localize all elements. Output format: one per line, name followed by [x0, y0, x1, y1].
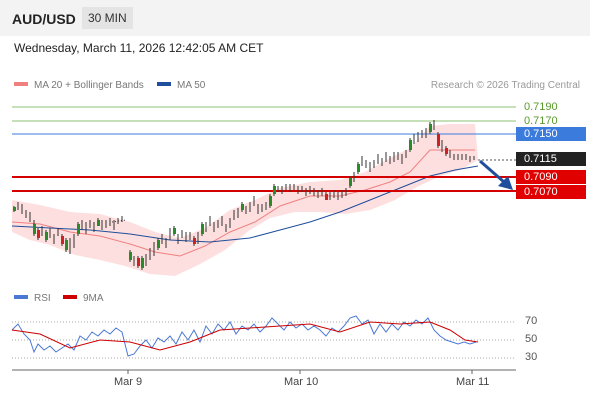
- price-level-0: 0.7190: [524, 101, 558, 113]
- legend-bollinger-label: MA 20 + Bollinger Bands: [34, 80, 144, 91]
- rsi-label-70: 70: [525, 315, 538, 327]
- bollinger-band: [12, 124, 478, 276]
- rsi-line: [11, 315, 477, 357]
- forecast-arrowhead-icon: [498, 176, 513, 190]
- x-label-mar9: Mar 9: [114, 376, 143, 388]
- rsi-ma-line: [11, 321, 479, 351]
- rsi-swatch-icon: [14, 295, 28, 300]
- symbol-title: AUD/USD: [12, 11, 76, 27]
- price-level-5: 0.7070: [516, 185, 586, 199]
- legend-ma50-label: MA 50: [177, 80, 206, 91]
- legend-bollinger: MA 20 + Bollinger Bands: [14, 80, 144, 91]
- rsi-label-50: 50: [525, 333, 538, 345]
- bollinger-swatch-icon: [14, 82, 28, 87]
- price-level-current: 0.7115: [516, 152, 586, 166]
- ma20-line: [11, 149, 475, 257]
- x-label-mar10: Mar 10: [284, 376, 319, 388]
- copyright: Research © 2026 Trading Central: [430, 80, 580, 91]
- rsi-label-30: 30: [525, 351, 538, 363]
- price-level-1: 0.7170: [524, 115, 558, 127]
- legend-rsi-label: RSI: [34, 293, 51, 304]
- candle-bodies: [13, 124, 448, 268]
- timeframe-badge[interactable]: 30 MIN: [82, 7, 133, 29]
- x-label-mar11: Mar 11: [456, 376, 490, 388]
- legend-rsi-ma-label: 9MA: [83, 293, 104, 304]
- price-level-4: 0.7090: [516, 170, 586, 184]
- price-level-2: 0.7150: [516, 127, 586, 141]
- ma50-line: [11, 165, 479, 243]
- rsi-ma-swatch-icon: [63, 295, 77, 300]
- ma50-swatch-icon: [157, 82, 171, 87]
- legend-rsi: RSI: [14, 293, 51, 304]
- forecast-arrow: [479, 159, 505, 184]
- timestamp: Wednesday, March 11, 2026 12:42:05 AM CE…: [14, 41, 264, 55]
- legend-ma50: MA 50: [157, 80, 205, 91]
- legend-rsi-ma: 9MA: [63, 293, 104, 304]
